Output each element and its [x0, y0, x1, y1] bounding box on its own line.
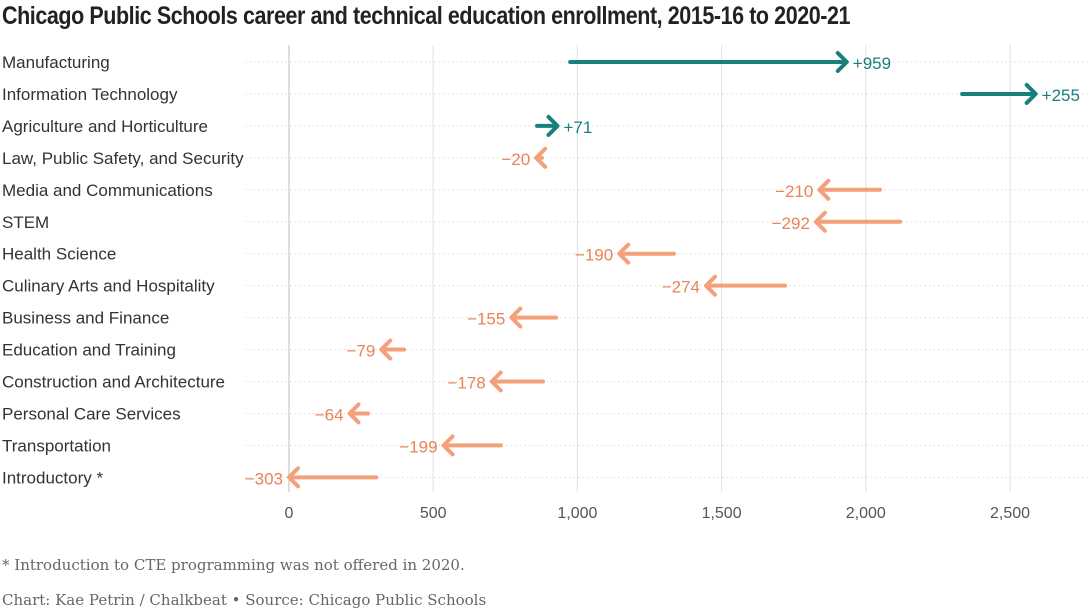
change-label: −274 — [662, 278, 700, 297]
category-label: Business and Finance — [2, 309, 169, 328]
arrow-head — [509, 306, 523, 329]
x-tick-label: 1,500 — [702, 505, 742, 522]
arrow-head — [534, 146, 548, 169]
arrow-head — [347, 402, 361, 425]
arrow-head — [546, 114, 560, 137]
arrow-head — [835, 51, 849, 73]
arrow-head — [441, 434, 455, 457]
category-label: Law, Public Safety, and Security — [2, 149, 244, 168]
category-label: Construction and Architecture — [2, 373, 225, 392]
footnote: * Introduction to CTE programming was no… — [2, 556, 465, 574]
arrow-head — [379, 338, 393, 361]
change-label: +255 — [1042, 86, 1080, 105]
x-tick-label: 2,500 — [990, 505, 1030, 522]
change-label: −190 — [575, 246, 613, 265]
arrow-head — [704, 274, 718, 297]
change-label: +959 — [853, 54, 891, 73]
category-label: Manufacturing — [2, 53, 110, 72]
category-label: Health Science — [2, 245, 116, 264]
category-label: Introductory * — [2, 468, 103, 487]
category-label: Education and Training — [2, 341, 176, 360]
category-label: Information Technology — [2, 85, 178, 104]
arrow-head — [617, 242, 631, 265]
change-label: −79 — [346, 342, 375, 361]
category-label: Culinary Arts and Hospitality — [2, 277, 215, 296]
arrow-head — [1024, 82, 1038, 105]
category-label: Agriculture and Horticulture — [2, 117, 208, 136]
credit: Chart: Kae Petrin / Chalkbeat • Source: … — [2, 591, 487, 609]
arrow-head — [287, 466, 300, 489]
change-label: −303 — [245, 469, 283, 488]
category-label: Personal Care Services — [2, 404, 181, 423]
change-label: −64 — [315, 405, 344, 424]
x-tick-label: 500 — [420, 505, 447, 522]
category-label: Media and Communications — [2, 181, 213, 200]
x-tick-label: 1,000 — [557, 505, 597, 522]
arrow-head — [813, 210, 827, 233]
change-label: −20 — [501, 150, 530, 169]
change-label: −199 — [399, 437, 437, 456]
category-label: STEM — [2, 213, 49, 232]
x-tick-label: 0 — [285, 505, 294, 522]
chart-title: Chicago Public Schools career and techni… — [2, 2, 851, 30]
arrow-head — [489, 370, 503, 393]
change-label: −178 — [447, 374, 485, 393]
arrow-head — [817, 178, 831, 201]
x-tick-label: 2,000 — [846, 505, 886, 522]
change-label: +71 — [564, 118, 593, 137]
change-label: −155 — [467, 310, 505, 329]
category-label: Transportation — [2, 436, 111, 455]
change-label: −292 — [772, 214, 810, 233]
change-label: −210 — [775, 182, 813, 201]
